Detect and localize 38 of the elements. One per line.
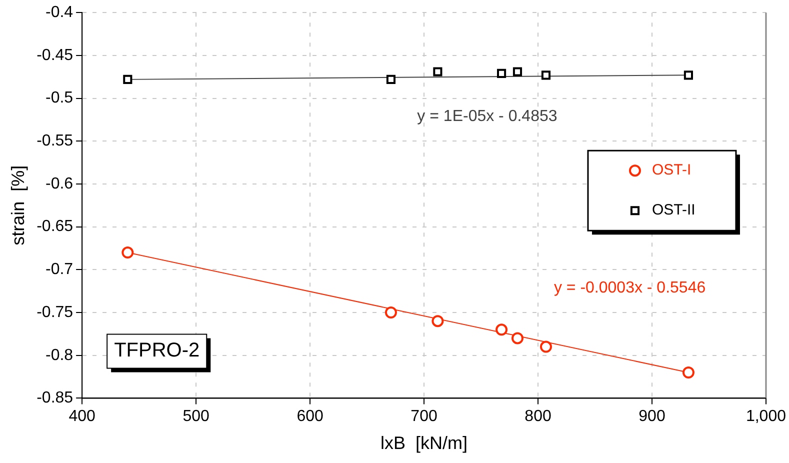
point (541, 70, 551, 80)
x-tick-label: 900 (638, 408, 666, 426)
point (497, 68, 506, 78)
x-tick-label: 400 (68, 408, 96, 426)
x-tick-label: 700 (410, 408, 438, 426)
annotation: TFPRO-2 (114, 340, 200, 362)
annotation: y = 1E-05x - 0.4853 (417, 108, 558, 126)
x-tick-label: 1,000 (746, 408, 786, 426)
y-tick-label: -0.5 (45, 90, 74, 107)
point (682, 366, 694, 378)
point (386, 74, 396, 84)
x-tick-label: 500 (182, 408, 210, 426)
y-tick-label: -0.8 (45, 346, 74, 364)
y-axis-title: strain [%] (8, 165, 28, 246)
y-tick-label: -0.45 (36, 46, 74, 64)
legend-label: OST-I (652, 162, 692, 179)
y-tick-label: -0.55 (36, 132, 74, 150)
point (540, 340, 552, 353)
y-tick-label: -0.65 (36, 218, 74, 236)
point (123, 74, 132, 84)
point (512, 67, 522, 76)
point (433, 67, 442, 76)
x-tick-label: 600 (296, 408, 324, 426)
point (122, 246, 134, 259)
point (511, 332, 524, 344)
x-tick-label: 800 (524, 408, 552, 426)
y-tick-label: -0.85 (36, 390, 74, 407)
y-tick-label: -0.6 (45, 175, 74, 192)
x-axis-title: lxB [kN/m] (380, 433, 468, 454)
y-tick-label: -0.7 (45, 261, 74, 278)
y-tick-label: -0.4 (45, 4, 74, 22)
point (384, 306, 397, 319)
annotation: y = -0.0003x - 0.5546 (554, 280, 706, 297)
point (432, 315, 444, 328)
y-tick-label: -0.75 (36, 304, 74, 321)
point (684, 70, 694, 80)
legend-label: OST-II (652, 202, 696, 219)
point (496, 324, 508, 336)
